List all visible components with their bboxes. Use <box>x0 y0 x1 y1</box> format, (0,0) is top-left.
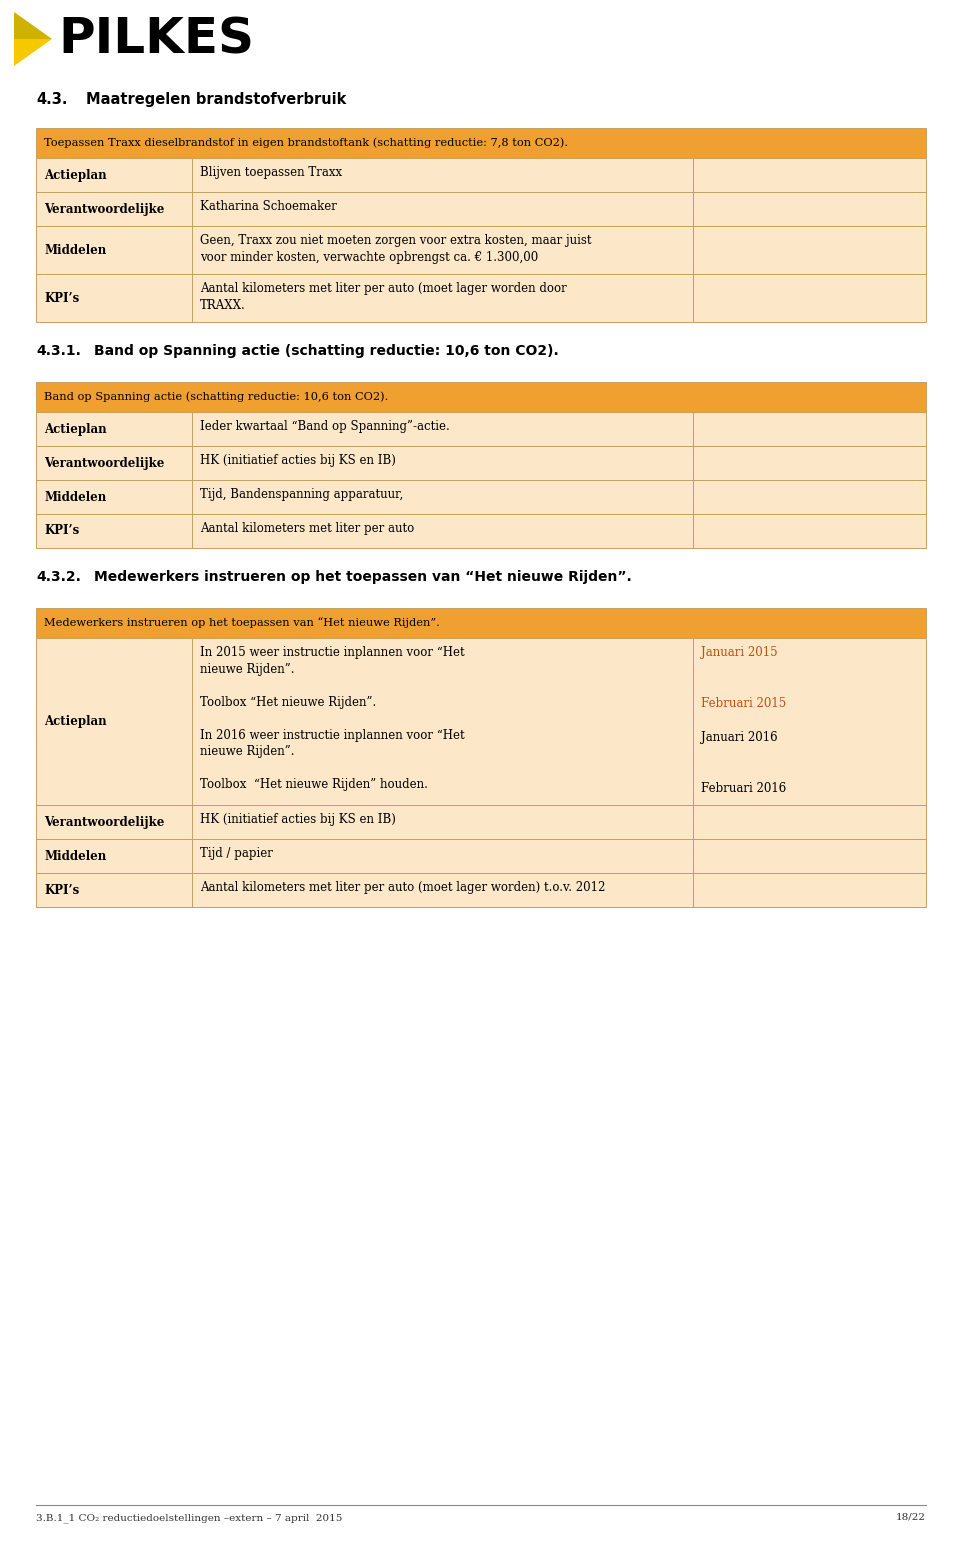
Text: 4.3.2.: 4.3.2. <box>36 570 81 584</box>
Bar <box>693 805 926 839</box>
Bar <box>192 805 693 839</box>
Bar <box>36 839 192 873</box>
Bar <box>36 805 192 839</box>
Text: Aantal kilometers met liter per auto (moet lager worden door
TRAXX.: Aantal kilometers met liter per auto (mo… <box>200 282 566 311</box>
Bar <box>192 514 693 548</box>
Text: Actieplan: Actieplan <box>44 422 107 436</box>
Text: Februari 2015: Februari 2015 <box>701 698 786 710</box>
Bar <box>693 445 926 480</box>
Bar <box>192 226 693 274</box>
Text: Maatregelen brandstofverbruik: Maatregelen brandstofverbruik <box>86 92 347 107</box>
Bar <box>693 873 926 908</box>
Bar <box>36 480 192 514</box>
Text: Tijd / papier: Tijd / papier <box>200 847 273 859</box>
Bar <box>36 873 192 908</box>
Bar <box>192 480 693 514</box>
Bar <box>693 192 926 226</box>
Bar <box>36 128 926 157</box>
Text: 3.B.1_1 CO₂ reductiedoelstellingen –extern – 7 april  2015: 3.B.1_1 CO₂ reductiedoelstellingen –exte… <box>36 1513 343 1523</box>
Text: Verantwoordelijke: Verantwoordelijke <box>44 816 164 828</box>
Text: Blijven toepassen Traxx: Blijven toepassen Traxx <box>200 167 342 179</box>
Bar <box>693 638 926 805</box>
Text: Band op Spanning actie (schatting reductie: 10,6 ton CO2).: Band op Spanning actie (schatting reduct… <box>94 344 559 358</box>
Bar <box>192 413 693 445</box>
Text: KPI’s: KPI’s <box>44 291 80 305</box>
Bar <box>36 157 192 192</box>
Text: Katharina Schoemaker: Katharina Schoemaker <box>200 199 337 213</box>
Text: HK (initiatief acties bij KS en IB): HK (initiatief acties bij KS en IB) <box>200 813 396 827</box>
Text: Middelen: Middelen <box>44 850 107 863</box>
Text: Medewerkers instrueren op het toepassen van “Het nieuwe Rijden”.: Medewerkers instrueren op het toepassen … <box>44 618 440 629</box>
Text: Geen, Traxx zou niet moeten zorgen voor extra kosten, maar juist
voor minder kos: Geen, Traxx zou niet moeten zorgen voor … <box>200 234 591 263</box>
Text: Verantwoordelijke: Verantwoordelijke <box>44 456 164 470</box>
Bar <box>693 514 926 548</box>
Bar <box>693 274 926 322</box>
Text: Toepassen Traxx dieselbrandstof in eigen brandstoftank (schatting reductie: 7,8 : Toepassen Traxx dieselbrandstof in eigen… <box>44 137 568 148</box>
Bar <box>693 480 926 514</box>
Bar <box>192 192 693 226</box>
Bar <box>36 607 926 638</box>
Bar <box>192 839 693 873</box>
Text: Januari 2015: Januari 2015 <box>701 646 778 659</box>
Text: KPI’s: KPI’s <box>44 525 80 537</box>
Text: Medewerkers instrueren op het toepassen van “Het nieuwe Rijden”.: Medewerkers instrueren op het toepassen … <box>94 570 632 584</box>
Text: KPI’s: KPI’s <box>44 883 80 897</box>
Text: Verantwoordelijke: Verantwoordelijke <box>44 202 164 215</box>
Text: Band op Spanning actie (schatting reductie: 10,6 ton CO2).: Band op Spanning actie (schatting reduct… <box>44 392 389 402</box>
Text: HK (initiatief acties bij KS en IB): HK (initiatief acties bij KS en IB) <box>200 455 396 467</box>
Bar <box>36 226 192 274</box>
Text: 18/22: 18/22 <box>896 1513 926 1523</box>
Bar <box>693 413 926 445</box>
Text: Ieder kwartaal “Band op Spanning”-actie.: Ieder kwartaal “Band op Spanning”-actie. <box>200 420 449 433</box>
Text: Actieplan: Actieplan <box>44 715 107 729</box>
Bar <box>36 381 926 413</box>
Text: 4.3.: 4.3. <box>36 92 67 107</box>
Bar <box>36 274 192 322</box>
Text: Actieplan: Actieplan <box>44 168 107 182</box>
Bar <box>36 413 192 445</box>
Text: 4.3.1.: 4.3.1. <box>36 344 81 358</box>
Bar <box>693 157 926 192</box>
Bar <box>693 839 926 873</box>
Text: Tijd, Bandenspanning apparatuur,: Tijd, Bandenspanning apparatuur, <box>200 487 403 501</box>
Text: Februari 2016: Februari 2016 <box>701 782 786 796</box>
Bar <box>192 445 693 480</box>
Text: PILKES: PILKES <box>58 16 254 62</box>
Bar <box>192 873 693 908</box>
Bar <box>36 445 192 480</box>
Text: In 2015 weer instructie inplannen voor “Het
nieuwe Rijden”.

Toolbox “Het nieuwe: In 2015 weer instructie inplannen voor “… <box>200 646 465 791</box>
Text: Middelen: Middelen <box>44 490 107 503</box>
Bar <box>192 638 693 805</box>
Polygon shape <box>14 12 52 39</box>
Text: Middelen: Middelen <box>44 243 107 257</box>
Text: Aantal kilometers met liter per auto: Aantal kilometers met liter per auto <box>200 522 415 536</box>
Bar <box>192 274 693 322</box>
Bar <box>693 226 926 274</box>
Bar <box>36 638 192 805</box>
Polygon shape <box>14 12 52 65</box>
Bar <box>36 192 192 226</box>
Bar <box>192 157 693 192</box>
Text: Aantal kilometers met liter per auto (moet lager worden) t.o.v. 2012: Aantal kilometers met liter per auto (mo… <box>200 881 606 894</box>
Text: Januari 2016: Januari 2016 <box>701 730 778 744</box>
Bar <box>36 514 192 548</box>
